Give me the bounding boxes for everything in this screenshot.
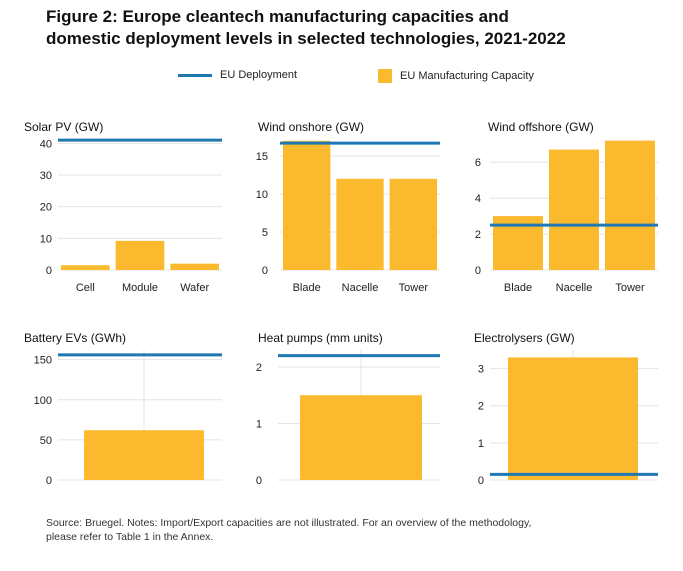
chart-heat-pumps-y-tick-label: 1 xyxy=(256,418,262,430)
chart-heat-pumps-bar xyxy=(300,395,422,480)
chart-wind-offshore-title: Wind offshore (GW) xyxy=(488,120,594,134)
chart-wind-onshore-y-tick-label: 15 xyxy=(256,151,268,163)
chart-wind-onshore-y-tick-label: 5 xyxy=(262,227,268,239)
chart-solar-pv-x-tick-label: Module xyxy=(122,282,158,294)
chart-solar-pv-bar-wafer xyxy=(170,263,219,270)
chart-electrolysers-title: Electrolysers (GW) xyxy=(474,331,575,345)
chart-wind-onshore-y-tick-label: 0 xyxy=(262,265,268,277)
chart-solar-pv-title: Solar PV (GW) xyxy=(24,120,103,134)
chart-electrolysers-bar xyxy=(508,357,638,480)
figure-title-line-2: domestic deployment levels in selected t… xyxy=(46,29,566,48)
legend: EU Deployment EU Manufacturing Capacity xyxy=(0,66,683,88)
footnote-line-2: please refer to Table 1 in the Annex. xyxy=(46,531,214,543)
chart-battery-evs-title: Battery EVs (GWh) xyxy=(24,331,126,345)
chart-battery-evs-y-tick-label: 0 xyxy=(46,475,52,487)
chart-heat-pumps-title: Heat pumps (mm units) xyxy=(258,331,383,345)
chart-solar-pv-x-tick-label: Wafer xyxy=(180,282,209,294)
chart-electrolysers-y-tick-label: 1 xyxy=(478,438,484,450)
chart-wind-onshore-bar-blade xyxy=(283,140,331,270)
chart-wind-offshore-y-tick-label: 0 xyxy=(475,265,481,277)
legend-item-deployment: EU Deployment xyxy=(178,69,297,81)
chart-battery-evs-y-tick-label: 150 xyxy=(34,355,52,367)
legend-item-capacity: EU Manufacturing Capacity xyxy=(378,69,534,83)
chart-solar-pv-x-tick-label: Cell xyxy=(76,282,95,294)
chart-solar-pv-y-tick-label: 10 xyxy=(40,233,52,245)
chart-wind-offshore-x-tick-label: Blade xyxy=(504,282,532,294)
chart-wind-onshore-x-tick-label: Nacelle xyxy=(342,282,379,294)
figure-title-line-1: Figure 2: Europe cleantech manufacturing… xyxy=(46,7,509,26)
chart-wind-onshore-bar-tower xyxy=(389,178,437,270)
chart-battery-evs-y-tick-label: 100 xyxy=(34,395,52,407)
chart-solar-pv-y-tick-label: 40 xyxy=(40,138,52,150)
chart-solar-pv-bar-cell xyxy=(61,265,110,270)
chart-solar-pv-bar-module xyxy=(115,240,165,270)
chart-wind-offshore-x-tick-label: Tower xyxy=(615,282,645,294)
chart-electrolysers-y-tick-label: 2 xyxy=(478,401,484,413)
chart-wind-offshore-y-tick-label: 4 xyxy=(475,193,481,205)
chart-wind-offshore-x-tick-label: Nacelle xyxy=(556,282,593,294)
legend-capacity-swatch xyxy=(378,69,392,83)
chart-electrolysers-y-tick-label: 3 xyxy=(478,364,484,376)
chart-wind-offshore-y-tick-label: 2 xyxy=(475,229,481,241)
chart-wind-offshore-bar-nacelle xyxy=(549,149,599,270)
chart-heat-pumps-y-tick-label: 2 xyxy=(256,362,262,374)
chart-solar-pv-y-tick-label: 20 xyxy=(40,202,52,214)
chart-electrolysers-y-tick-label: 0 xyxy=(478,475,484,487)
chart-wind-offshore-y-tick-label: 6 xyxy=(475,157,481,169)
legend-deployment-label: EU Deployment xyxy=(220,69,298,81)
footnote-line-1: Source: Bruegel. Notes: Import/Export ca… xyxy=(46,517,532,529)
chart-wind-onshore-bar-nacelle xyxy=(336,178,384,270)
chart-wind-onshore-title: Wind onshore (GW) xyxy=(258,120,364,134)
chart-wind-onshore-x-tick-label: Blade xyxy=(293,282,321,294)
footnote: Source: Bruegel. Notes: Import/Export ca… xyxy=(46,516,646,544)
figure-title: Figure 2: Europe cleantech manufacturing… xyxy=(46,6,666,50)
chart-wind-offshore-bar-tower xyxy=(605,140,655,270)
chart-wind-onshore-y-tick-label: 10 xyxy=(256,189,268,201)
chart-solar-pv-y-tick-label: 0 xyxy=(46,265,52,277)
chart-solar-pv-y-tick-label: 30 xyxy=(40,170,52,182)
chart-battery-evs-bar xyxy=(84,430,204,480)
chart-battery-evs-y-tick-label: 50 xyxy=(40,435,52,447)
chart-heat-pumps-y-tick-label: 0 xyxy=(256,475,262,487)
legend-capacity-label: EU Manufacturing Capacity xyxy=(400,70,534,82)
legend-deployment-swatch xyxy=(178,73,212,77)
chart-wind-onshore-x-tick-label: Tower xyxy=(399,282,429,294)
